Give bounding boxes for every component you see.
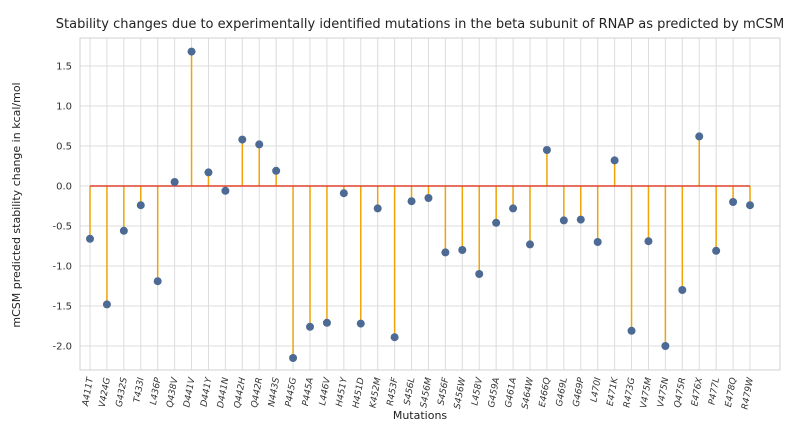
y-tick-label: -2.0 [52,342,72,353]
x-tick-label: P445G [284,377,299,408]
x-tick-label: L458V [470,376,485,406]
marker-D441N [221,186,230,195]
plot-frame [79,37,781,371]
x-tick-label: D441V [182,376,197,408]
markers [86,47,754,362]
marker-E466Q [542,146,551,154]
marker-L446V [322,318,331,327]
x-tick-label: Q442H [233,377,248,410]
x-tick-label: E466Q [538,377,553,408]
x-tick-label: D441Y [199,375,214,407]
y-tick-label: 0.5 [56,142,72,153]
x-tick-label: K452M [368,377,383,409]
y-tick-label: 0.0 [56,182,72,193]
x-tick-label: G459A [487,377,502,409]
x-tick-label: S456W [453,376,469,410]
x-tick-label: G469P [572,376,587,407]
x-tick-label: H451D [352,377,367,409]
marker-Q442H [238,135,247,144]
marker-L436P [153,277,162,286]
x-tick-label: L470I [589,376,603,403]
marker-A411T [86,234,94,243]
marker-D441V [187,47,196,56]
marker-G469L [559,216,568,225]
x-tick-label: G432S [115,377,130,408]
marker-E476X [695,132,704,141]
x-tick-label: R473G [622,377,637,409]
x-tick-label: A411T [81,375,96,408]
x-tick-labels: A411T V424G G432S T433I L436P Q438V D441V D441Y… [81,375,756,410]
y-tick-labels: -2.0 -1.5 -1.0 -0.5 0.0 0.5 1.0 1.5 [52,62,72,353]
x-tick-label: H451Y [335,375,350,407]
marker-E471K [610,156,619,165]
x-axis-label: Mutations [393,409,448,422]
chart-title: Stability changes due to experimentally … [56,17,784,32]
marker-S464W [526,240,534,249]
x-tick-label: R479W [740,376,756,411]
x-tick-label: P445A [301,377,316,407]
marker-G459A [492,218,501,227]
marker-P445A [306,322,314,331]
x-tick-label: Q475R [673,377,688,409]
x-tick-label: S456M [419,377,434,409]
x-tick-label: V475N [656,377,671,409]
marker-H451Y [339,189,348,198]
y-tick-label: 1.0 [56,102,72,113]
x-tick-label: P477L [707,377,722,406]
x-tick-label: S456L [403,377,418,406]
y-tick-label: -1.0 [52,262,72,273]
marker-Q438V [170,178,179,186]
x-tick-label: Q438V [165,376,180,409]
x-tick-label: L436P [149,376,164,406]
marker-R453F [390,333,399,342]
marker-V475M [644,237,653,246]
x-tick-label: T433I [132,376,146,403]
marker-K452M [373,204,382,213]
x-tick-label: E478Q [724,377,739,408]
marker-N443S [272,166,281,175]
x-tick-label: V424G [98,377,113,409]
grid-lines [80,38,780,370]
marker-D441Y [204,168,213,177]
x-tick-label: G461A [504,377,519,409]
y-tick-label: -0.5 [52,222,72,233]
marker-S456F [441,248,450,257]
marker-V475N [661,342,670,350]
x-tick-label: V475M [639,377,654,410]
marker-G461A [509,204,518,213]
x-tick-label: L446V [318,376,333,406]
marker-S456L [407,197,416,206]
marker-H451D [356,319,365,328]
x-tick-label: E471K [606,376,621,407]
marker-T433I [136,201,145,210]
x-tick-label: S464W [521,376,537,410]
marker-V424G [102,300,111,309]
x-tick-label: N443S [267,377,282,408]
marker-R473G [627,326,636,335]
marker-Q475R [678,286,687,294]
marker-P477L [712,246,721,255]
x-tick-label: Q442R [250,377,265,409]
marker-G469P [576,215,585,224]
x-tick-label: R453F [386,376,401,407]
y-tick-label: -1.5 [52,302,72,313]
marker-L470I [593,238,602,246]
marker-S456M [424,194,433,202]
marker-Q442R [255,140,264,149]
stems [89,51,751,358]
marker-E478Q [729,198,738,206]
y-tick-label: 1.5 [56,62,72,73]
x-tick-label: S456F [437,376,452,406]
marker-R479W [746,201,754,210]
marker-L458V [475,270,484,278]
marker-G432S [119,226,128,235]
x-tick-label: G469L [555,377,570,407]
marker-S456W [458,246,467,254]
x-tick-label: E476X [690,376,705,407]
marker-P445G [289,354,298,362]
x-tick-label: D441N [216,377,231,409]
y-axis-label: mCSM predicted stability change in kcal/… [10,82,23,327]
